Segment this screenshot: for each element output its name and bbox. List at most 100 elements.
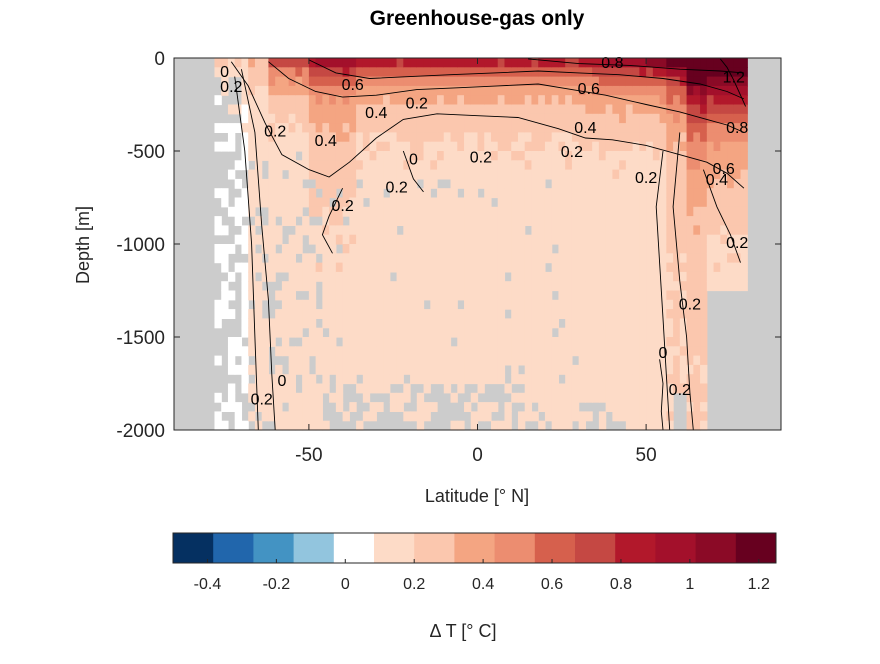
heatmap-cell bbox=[254, 253, 263, 264]
heatmap-cell bbox=[335, 290, 344, 301]
heatmap-cell bbox=[686, 76, 694, 87]
heatmap-cell bbox=[646, 132, 654, 143]
heatmap-cell bbox=[308, 67, 317, 78]
heatmap-cell bbox=[605, 309, 613, 319]
heatmap-cell bbox=[511, 244, 519, 254]
heatmap-cell bbox=[639, 178, 647, 189]
heatmap-cell bbox=[565, 327, 573, 338]
heatmap-cell bbox=[585, 85, 593, 96]
heatmap-cell bbox=[302, 95, 310, 106]
heatmap-cell bbox=[727, 132, 735, 143]
heatmap-cell bbox=[443, 383, 452, 394]
heatmap-cell bbox=[652, 271, 661, 282]
heatmap-cell bbox=[612, 299, 620, 310]
heatmap-cell bbox=[457, 271, 465, 282]
heatmap-cell bbox=[396, 281, 404, 292]
heatmap-cell bbox=[383, 67, 391, 78]
heatmap-cell bbox=[700, 271, 708, 282]
heatmap-cell bbox=[389, 309, 398, 319]
heatmap-cell bbox=[396, 262, 404, 273]
heatmap-cell bbox=[538, 151, 546, 161]
heatmap-cell bbox=[592, 337, 600, 347]
heatmap-cell bbox=[490, 271, 499, 282]
heatmap-cell bbox=[504, 141, 512, 152]
heatmap-cell bbox=[700, 402, 708, 412]
heatmap-cell bbox=[733, 123, 742, 133]
heatmap-cell bbox=[524, 67, 533, 78]
heatmap-cell bbox=[322, 85, 330, 96]
heatmap-cell bbox=[686, 58, 694, 68]
heatmap-cell bbox=[612, 337, 620, 347]
heatmap-cell bbox=[544, 374, 553, 385]
heatmap-cell bbox=[524, 262, 533, 273]
heatmap-cell bbox=[443, 169, 452, 180]
heatmap-cell bbox=[592, 309, 600, 319]
heatmap-cell bbox=[329, 346, 337, 357]
heatmap-cell bbox=[538, 346, 546, 357]
heatmap-cell bbox=[214, 253, 222, 264]
heatmap-cell bbox=[464, 95, 472, 106]
heatmap-cell bbox=[585, 355, 593, 366]
heatmap-cell bbox=[585, 309, 593, 319]
heatmap-cell bbox=[477, 206, 485, 217]
heatmap-cell bbox=[254, 392, 263, 403]
heatmap-cell bbox=[450, 318, 458, 329]
heatmap-cell bbox=[383, 160, 391, 171]
heatmap-cell bbox=[362, 318, 371, 329]
heatmap-cell bbox=[275, 234, 283, 245]
heatmap-cell bbox=[383, 281, 391, 292]
heatmap-cell bbox=[619, 244, 627, 254]
heatmap-cell bbox=[592, 104, 600, 115]
heatmap-cell bbox=[369, 206, 377, 217]
heatmap-cell bbox=[578, 364, 587, 375]
heatmap-cell bbox=[423, 281, 431, 292]
heatmap-cell bbox=[659, 271, 667, 282]
heatmap-cell bbox=[261, 197, 270, 208]
heatmap-cell bbox=[511, 290, 519, 301]
heatmap-cell bbox=[349, 262, 357, 273]
heatmap-cell bbox=[632, 253, 640, 264]
colorbar-swatch bbox=[655, 533, 697, 563]
heatmap-cell bbox=[241, 244, 249, 254]
heatmap-cell bbox=[511, 132, 519, 143]
heatmap-cell bbox=[612, 346, 620, 357]
heatmap-cell bbox=[531, 151, 539, 161]
heatmap-cell bbox=[706, 123, 715, 133]
heatmap-cell bbox=[410, 290, 418, 301]
heatmap-cell bbox=[335, 160, 344, 171]
heatmap-cell bbox=[673, 216, 681, 226]
heatmap-cell bbox=[706, 67, 715, 78]
heatmap-cell bbox=[666, 188, 674, 199]
heatmap-cell bbox=[497, 160, 506, 171]
heatmap-cell bbox=[679, 364, 688, 375]
heatmap-cell bbox=[268, 76, 276, 87]
heatmap-cell bbox=[356, 346, 364, 357]
heatmap-cell bbox=[740, 281, 748, 292]
heatmap-cell bbox=[511, 58, 519, 68]
heatmap-cell bbox=[335, 95, 344, 106]
heatmap-cell bbox=[511, 374, 519, 385]
heatmap-cell bbox=[437, 85, 445, 96]
heatmap-cell bbox=[706, 151, 715, 161]
heatmap-cell bbox=[700, 206, 708, 217]
heatmap-cell bbox=[403, 309, 411, 319]
heatmap-cell bbox=[416, 188, 425, 199]
heatmap-cell bbox=[470, 244, 479, 254]
heatmap-cell bbox=[356, 364, 364, 375]
heatmap-cell bbox=[234, 262, 243, 273]
heatmap-cell bbox=[308, 318, 317, 329]
heatmap-cell bbox=[551, 104, 560, 115]
heatmap-cell bbox=[686, 104, 694, 115]
heatmap-cell bbox=[403, 290, 411, 301]
heatmap-cell bbox=[551, 234, 560, 245]
heatmap-cell bbox=[288, 383, 296, 394]
heatmap-cell bbox=[585, 206, 593, 217]
heatmap-cell bbox=[639, 420, 647, 431]
heatmap-cell bbox=[403, 169, 411, 180]
heatmap-cell bbox=[470, 346, 479, 357]
heatmap-cell bbox=[639, 327, 647, 338]
heatmap-cell bbox=[241, 113, 249, 124]
heatmap-cell bbox=[356, 253, 364, 264]
heatmap-cell bbox=[302, 113, 310, 124]
heatmap-cell bbox=[565, 132, 573, 143]
